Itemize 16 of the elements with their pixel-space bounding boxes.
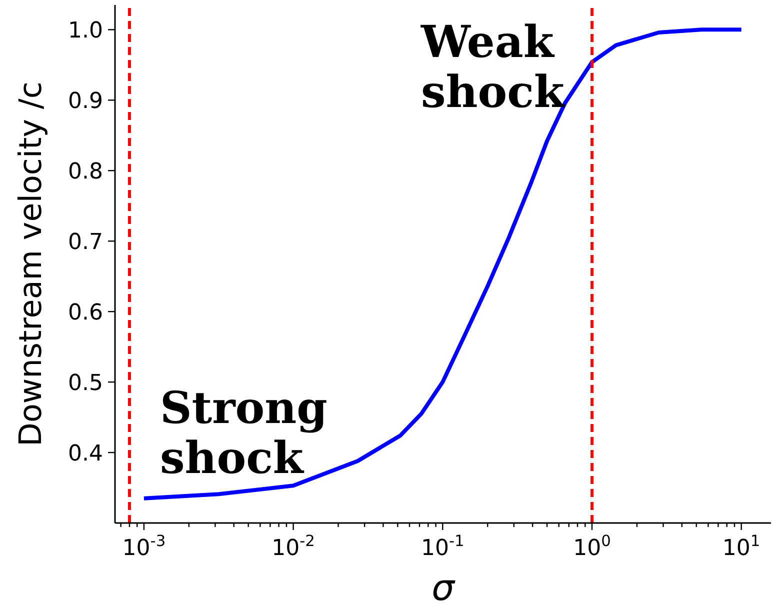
y-tick-label: 0.5	[68, 371, 103, 396]
x-tick-label: 10$^{0}$	[573, 532, 611, 561]
y-tick-label: 0.9	[68, 89, 103, 114]
x-tick-label: 10$^{1}$	[722, 532, 760, 561]
y-tick-label: 0.4	[68, 442, 103, 467]
y-axis-title: Downstream velocity /c	[13, 82, 50, 446]
x-axis-title: σ	[432, 568, 456, 609]
x-tick-label: 10$^{-3}$	[122, 532, 166, 561]
annotation: Strong shock	[160, 383, 328, 484]
x-tick-label: 10$^{-1}$	[420, 532, 464, 561]
y-tick-label: 0.7	[68, 230, 103, 256]
annotation: Weak shock	[421, 17, 566, 118]
x-tick-label: 10$^{-2}$	[272, 532, 315, 561]
y-tick-label: 0.6	[68, 300, 103, 326]
y-tick-label: 1.0	[68, 18, 103, 44]
y-tick-label: 0.8	[68, 160, 103, 185]
